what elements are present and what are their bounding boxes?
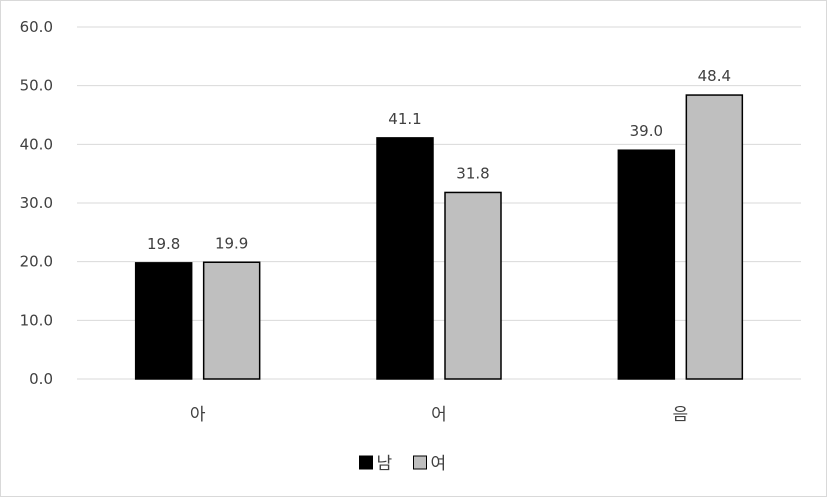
y-tick-label: 50.0	[20, 77, 53, 95]
x-category-label: 음	[673, 405, 689, 425]
bar-남-아	[134, 262, 193, 380]
data-label: 31.8	[456, 164, 489, 182]
bar-여-음	[685, 94, 744, 380]
bar-여-어	[444, 191, 502, 380]
legend-swatch-남	[359, 455, 373, 470]
bar-여-아	[202, 261, 261, 380]
y-tick-label: 30.0	[20, 194, 53, 212]
y-tick-label: 60.0	[20, 18, 53, 36]
y-tick-label: 10.0	[20, 311, 53, 329]
data-label: 39.0	[630, 122, 663, 140]
data-label: 48.4	[698, 67, 731, 85]
x-category-label: 어	[431, 405, 447, 425]
bar-남-어	[376, 137, 434, 380]
legend-label: 남	[377, 454, 393, 474]
bar-남-음	[617, 149, 676, 380]
y-tick-label: 40.0	[20, 135, 53, 153]
data-label: 19.9	[215, 234, 248, 252]
y-tick-label: 0.0	[29, 370, 53, 388]
data-label: 41.1	[388, 110, 421, 128]
data-label: 19.8	[147, 235, 180, 253]
x-category-label: 아	[190, 405, 206, 425]
legend-label: 여	[431, 454, 447, 474]
y-tick-label: 20.0	[20, 253, 53, 271]
legend-swatch-여	[413, 455, 427, 470]
